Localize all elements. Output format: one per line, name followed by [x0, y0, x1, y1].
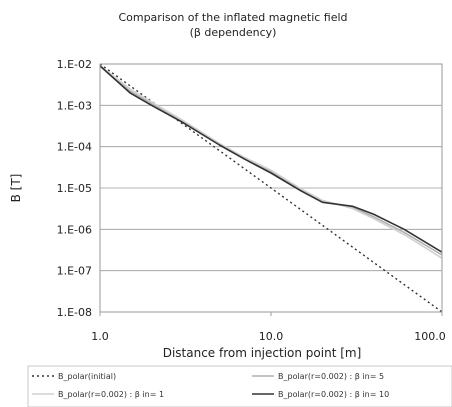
- y-tick-label: 1.E-03: [57, 99, 92, 112]
- x-tick-label: 10.0: [259, 330, 284, 343]
- series-layer: [99, 63, 443, 313]
- y-tick-label: 1.E-05: [57, 182, 92, 195]
- legend-label: B_polar(initial): [58, 372, 116, 381]
- legend: B_polar(initial) B_polar(r=0.002) : β in=…: [32, 372, 389, 399]
- legend-label: B_polar(r=0.002) : β in= 5: [278, 372, 384, 381]
- legend-label: B_polar(r=0.002) : β in= 10: [278, 390, 389, 399]
- y-tick-label: 1.E-02: [57, 58, 92, 71]
- plot-area-border: [99, 63, 443, 313]
- y-tick-label: 1.E-08: [57, 306, 92, 319]
- y-tick-labels: 1.E-02 1.E-03 1.E-04 1.E-05 1.E-06 1.E-07 1.E-…: [57, 58, 92, 319]
- y-tick-label: 1.E-07: [57, 265, 92, 278]
- x-tick-label: 100.0: [414, 330, 446, 343]
- y-tick-label: 1.E-04: [57, 141, 92, 154]
- x-tick-labels: 1.0 10.0 100.0: [91, 330, 446, 343]
- chart-title: Comparison of the inflated magnetic fiel…: [118, 11, 347, 24]
- series-line-2: [99, 65, 443, 256]
- x-axis-label: Distance from injection point [m]: [163, 346, 362, 360]
- y-axis-label: B [T]: [9, 174, 23, 203]
- legend-label: B_polar(r=0.002) : β in= 1: [58, 390, 164, 399]
- legend-box: [27, 365, 452, 407]
- chart-subtitle: (β dependency): [190, 26, 277, 39]
- x-tick-label: 1.0: [91, 330, 109, 343]
- y-tick-label: 1.E-06: [57, 223, 92, 236]
- series-line-4: [99, 65, 443, 253]
- series-line-3: [99, 65, 443, 259]
